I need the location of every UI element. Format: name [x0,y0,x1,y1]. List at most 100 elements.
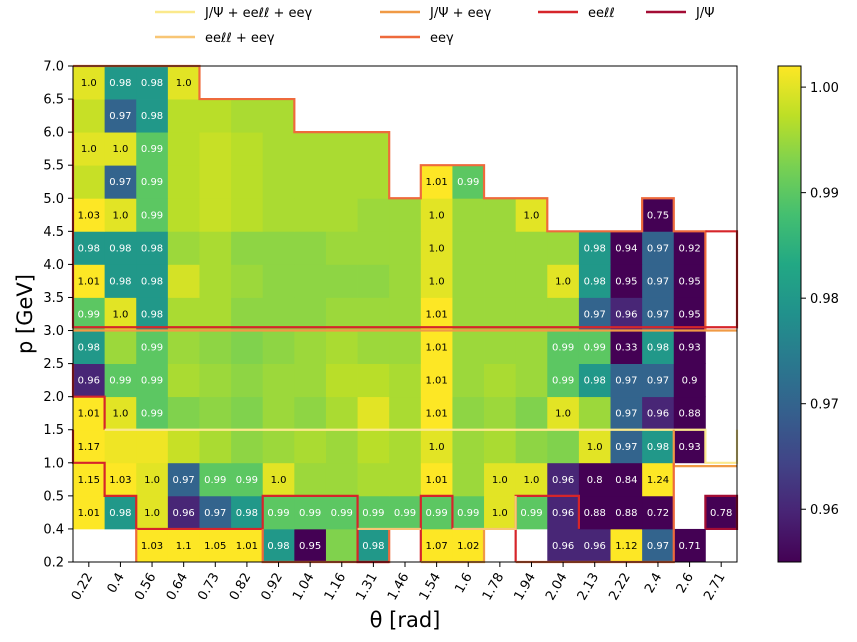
heatmap-cell [452,165,485,199]
cell-value-label: 1.01 [236,541,258,552]
x-tick-label: 0.92 [259,571,286,604]
cell-value-label: 1.17 [78,442,100,453]
y-tick-label: 0.5 [43,489,64,504]
heatmap-cell [262,231,295,265]
heatmap-cell [389,462,422,497]
colorbar-tick-label: 0.97 [810,398,839,413]
heatmap-cell [231,99,264,133]
heatmap-cell [452,264,485,298]
cell-value-label: 1.0 [112,310,128,321]
cell-value-label: 0.97 [647,243,669,254]
cell-value-label: 0.99 [520,508,542,519]
heatmap-cell [73,462,106,497]
cell-value-label: 0.71 [678,541,700,552]
heatmap-cell [199,528,232,563]
heatmap-cell [167,66,200,100]
cell-value-label: 0.96 [173,508,195,519]
heatmap-cell [452,231,485,265]
heatmap-cell [73,99,106,133]
cell-value-label: 0.99 [236,475,258,486]
heatmap-cell [578,297,611,331]
y-tick-label: 0.2 [43,556,64,571]
heatmap-cell [167,528,200,563]
y-tick-label: 0.4 [43,522,64,537]
heatmap-cell [452,462,485,497]
heatmap-cell [547,363,580,398]
y-tick-label: 6.0 [43,126,64,141]
y-tick-label: 4.5 [43,225,64,240]
heatmap-cell [484,264,517,298]
heatmap-cell [420,528,453,563]
cell-value-label: 1.0 [587,442,603,453]
cell-value-label: 1.03 [141,541,163,552]
cell-value-label: 0.99 [141,409,163,420]
legend-entry: J/Ψ + eeγ [380,6,492,21]
heatmap-cell [199,132,232,166]
heatmap-cell [357,396,390,431]
heatmap-cell [420,165,453,199]
x-tick-label: 1.16 [322,571,349,604]
heatmap-cell [420,429,453,464]
cell-value-label: 1.12 [615,541,637,552]
cell-value-label: 0.96 [552,508,574,519]
heatmap-cell [325,528,358,563]
cell-value-label: 0.99 [394,508,416,519]
heatmap-cell [262,165,295,199]
y-tick-label: 5.5 [43,159,64,174]
x-tick-label: 1.04 [290,571,317,604]
x-axis-ticks: 0.22 0.4 0.56 0.64 0.73 0.82 0.92 1.04 1.16 1.31 1… [69,562,729,603]
cell-value-label: 1.0 [555,409,571,420]
cell-value-label: 0.75 [647,210,669,221]
legend-label: eeℓℓ + eeγ [205,31,275,46]
heatmap-cell [104,231,137,265]
heatmap-cell [578,495,611,530]
heatmap-cell [484,231,517,265]
cell-value-label: 0.98 [78,343,100,354]
cell-value-label: 0.98 [141,111,163,122]
cell-value-label: 0.88 [584,508,606,519]
cell-value-label: 0.95 [678,310,700,321]
heatmap-cell [389,297,422,331]
heatmap-cell [104,330,137,364]
heatmap-cell [389,198,422,232]
heatmap-cell [231,264,264,298]
heatmap-cell [199,198,232,232]
cell-value-label: 0.97 [204,508,226,519]
cell-value-label: 0.98 [109,243,131,254]
heatmap-cell [515,462,548,497]
heatmap-cell [547,297,580,331]
cell-value-label: 1.0 [271,475,287,486]
cell-value-label: 0.99 [584,343,606,354]
heatmap-cell [325,330,358,364]
heatmap-cell [484,198,517,232]
y-tick-label: 1.0 [43,456,64,471]
cell-value-label: 1.0 [112,144,128,155]
cell-value-label: 0.9 [682,376,698,387]
cell-value-label: 0.98 [141,78,163,89]
heatmap-cell [357,462,390,497]
x-tick-label: 0.64 [164,571,191,604]
cell-value-label: 0.96 [552,475,574,486]
heatmap-cell [136,396,169,431]
cell-value-label: 0.98 [109,508,131,519]
heatmap-cell [136,297,169,331]
heatmap-cell [642,528,675,563]
heatmap-cell [167,429,200,464]
heatmap-cell [231,528,264,563]
cell-value-label: 0.99 [299,508,321,519]
cell-value-label: 1.0 [555,276,571,287]
heatmap-cell [547,528,580,563]
legend-label: J/Ψ + eeℓℓ + eeγ [204,6,312,21]
heatmap-cell [294,198,327,232]
heatmap-cell [357,363,390,398]
heatmap-cell [673,396,706,431]
heatmap-cell [515,429,548,464]
colorbar-tick-label: 0.96 [810,503,839,518]
heatmap-cell [357,132,390,166]
heatmap-cell [452,528,485,563]
heatmap-cell [199,330,232,364]
heatmap-cell [642,231,675,265]
heatmap-cell [294,264,327,298]
heatmap-cell [136,528,169,563]
